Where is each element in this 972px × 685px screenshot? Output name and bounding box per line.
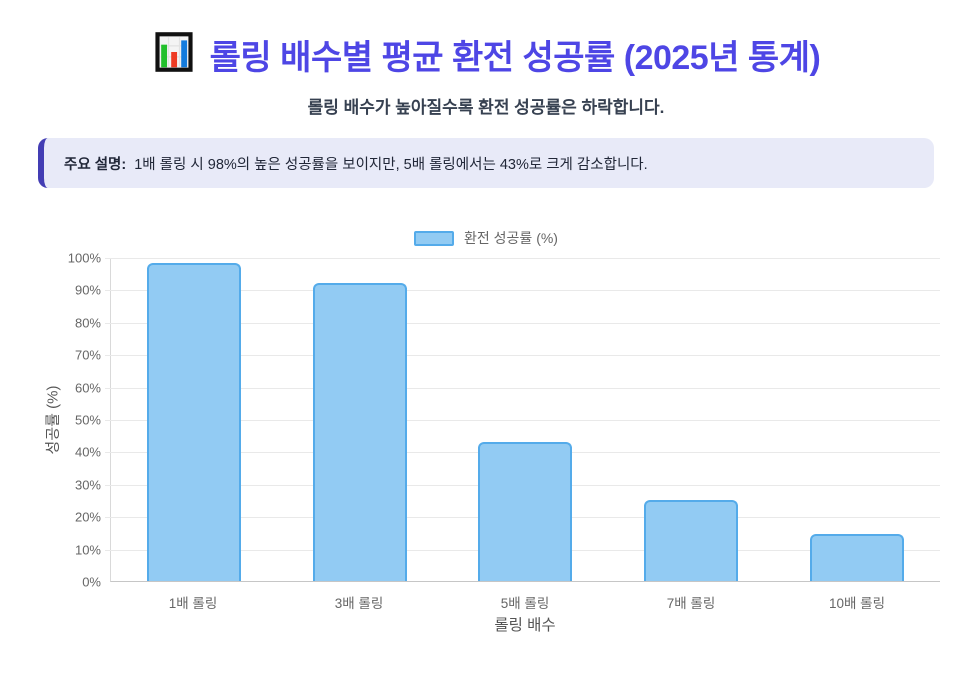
x-axis-labels: 1배 롤링 3배 롤링 5배 롤링 7배 롤링 10배 롤링 (110, 592, 940, 612)
bar-slot (111, 258, 277, 581)
gridline (105, 420, 940, 421)
bar-10배 롤링 (810, 534, 905, 581)
bars-layer (111, 258, 940, 581)
y-tick-label: 0% (82, 574, 101, 590)
y-tick-label: 40% (74, 444, 101, 460)
plot-area (105, 258, 940, 582)
bar-slot (277, 258, 443, 581)
x-tick-label: 7배 롤링 (666, 596, 716, 611)
bar-7배 롤링 (644, 500, 739, 581)
bar-5배 롤링 (478, 441, 573, 581)
x-tick-label: 10배 롤링 (828, 596, 886, 611)
x-axis-title: 롤링 배수 (494, 617, 556, 634)
y-tick-label: 10% (74, 542, 101, 558)
gridline (105, 355, 940, 357)
chart-legend[interactable]: 환전 성공률 (%) (0, 228, 972, 248)
x-tick-label: 5배 롤링 (500, 596, 550, 611)
info-box: 주요 설명: 1배 롤링 시 98%의 높은 성공률을 보이지만, 5배 롤링에… (38, 138, 934, 188)
y-axis-labels: 0% 10% 20% 30% 40% 50% 60% 70% 80% 90% 100% (0, 251, 101, 590)
y-tick-label: 50% (74, 412, 101, 428)
page-subtitle: 롤링 배수가 높아질수록 환전 성공률은 하락합니다. (307, 98, 665, 117)
y-tick-label: 100% (67, 250, 101, 266)
legend-swatch (414, 230, 455, 246)
bar-slot (443, 258, 609, 581)
info-box-label: 주요 설명: (64, 156, 127, 173)
y-tick-label: 30% (74, 477, 101, 493)
y-tick-label: 20% (74, 509, 101, 525)
x-tick-label: 3배 롤링 (334, 596, 384, 611)
y-tick-label: 70% (74, 347, 101, 363)
gridline (105, 387, 940, 389)
y-tick-label: 80% (74, 315, 101, 331)
bar-1배 롤링 (146, 263, 241, 581)
title-row: 롤링 배수별 평균 환전 성공률 (2025년 통계) (0, 30, 972, 79)
bar-slot (774, 258, 940, 581)
gridline (105, 258, 940, 259)
y-tick-label: 90% (74, 282, 101, 298)
page-header: 롤링 배수별 평균 환전 성공률 (2025년 통계) 롤링 배수가 높아질수록… (0, 0, 972, 118)
x-tick-label: 1배 롤링 (168, 596, 218, 611)
info-box-text: 1배 롤링 시 98%의 높은 성공률을 보이지만, 5배 롤링에서는 43%로… (130, 156, 648, 173)
info-box-content: 주요 설명: 1배 롤링 시 98%의 높은 성공률을 보이지만, 5배 롤링에… (64, 153, 648, 174)
y-tick-label: 60% (74, 380, 101, 396)
bar-chart-icon (152, 30, 196, 79)
gridline (105, 290, 940, 292)
bar-3배 롤링 (312, 282, 407, 581)
page-title: 롤링 배수별 평균 환전 성공률 (2025년 통계) (209, 39, 821, 77)
bar-slot (608, 258, 774, 581)
gridline (105, 322, 940, 324)
legend-label: 환전 성공률 (%) (464, 230, 558, 246)
